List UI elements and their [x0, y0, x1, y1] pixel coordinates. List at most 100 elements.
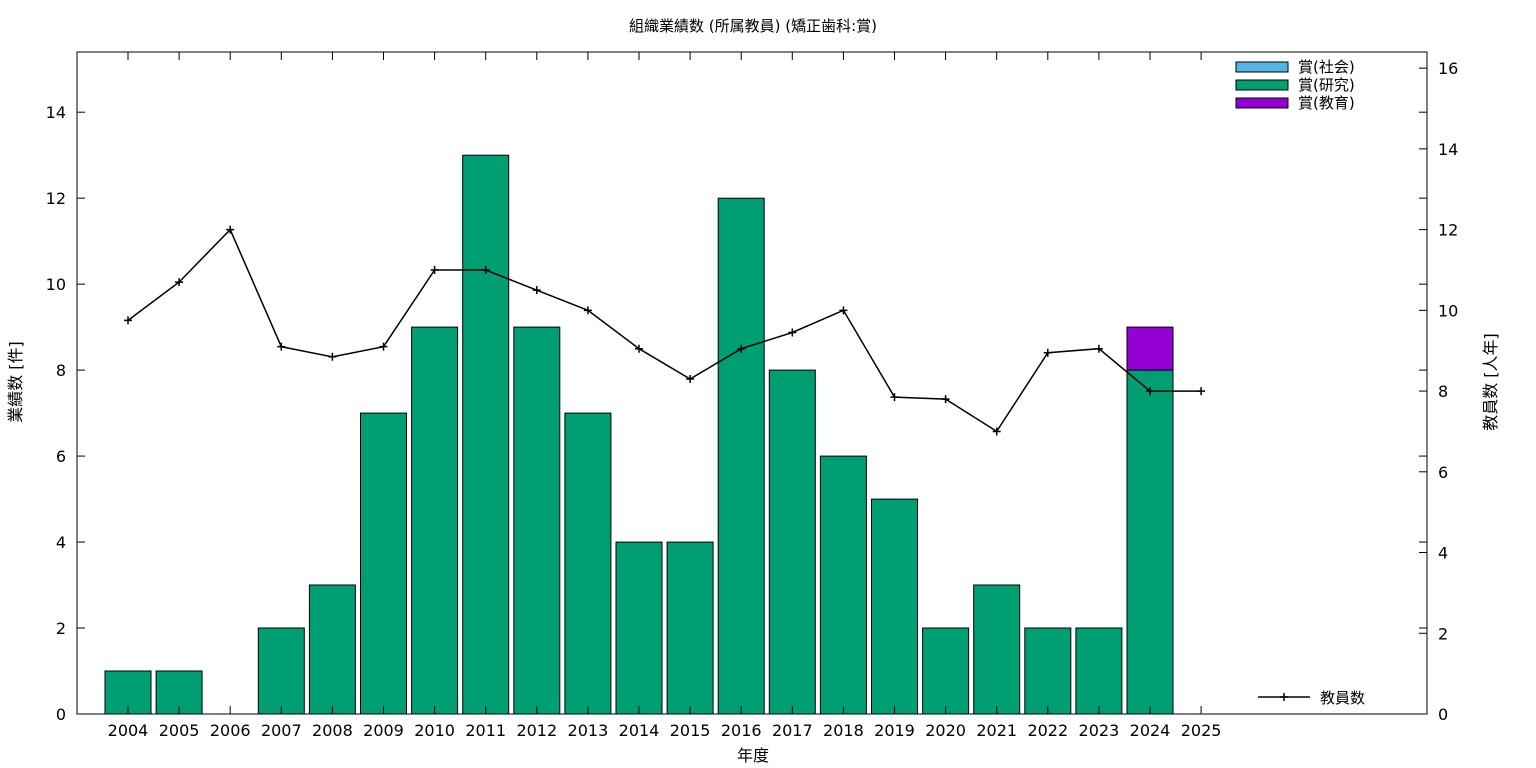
y2-tick-label-4: 4: [1438, 544, 1448, 563]
y2-tick-label-2: 2: [1438, 624, 1448, 643]
legend-label-2: 賞(教育): [1298, 94, 1355, 112]
line-point-2020: [941, 395, 950, 404]
x-tick-label-2007: 2007: [261, 721, 302, 740]
x-tick-label-2019: 2019: [874, 721, 915, 740]
x-axis-label: 年度: [737, 746, 769, 765]
plot-frame: [76, 51, 1428, 715]
line-point-2008: [328, 352, 337, 361]
bar-series1-2019: [871, 498, 918, 715]
line-point-2023: [1094, 344, 1103, 353]
y-tick-label-2: 2: [56, 619, 66, 638]
line-point-2025: [1197, 387, 1206, 396]
chart-title: 組織業績数 (所属教員) (矯正歯科:賞): [629, 17, 877, 35]
y-tick-label-14: 14: [46, 103, 66, 122]
bar-series1-2021: [973, 584, 1021, 715]
line-point-2019: [890, 393, 899, 402]
line-point-2006: [226, 225, 235, 234]
x-tick-label-2005: 2005: [159, 721, 200, 740]
bars-layer: [104, 154, 1174, 715]
legend-line-marker: [1280, 693, 1288, 701]
line-point-2014: [635, 344, 643, 353]
y2-tick-label-12: 12: [1438, 221, 1458, 240]
y2-tick-label-8: 8: [1438, 382, 1448, 401]
x-tick-label-2012: 2012: [516, 721, 557, 740]
legend-label-1: 賞(研究): [1298, 76, 1355, 94]
y-tick-label-8: 8: [56, 361, 66, 380]
x-tick-label-2016: 2016: [721, 721, 762, 740]
line-point-2010: [430, 265, 439, 274]
y-tick-label-0: 0: [56, 705, 66, 724]
bar-series1-2013: [564, 412, 612, 715]
line-point-2005: [175, 278, 184, 287]
line-point-2007: [277, 342, 286, 351]
bar-series1-2023: [1075, 627, 1123, 715]
y-tick-label-4: 4: [56, 533, 66, 552]
x-tick-label-2010: 2010: [414, 721, 455, 740]
y-tick-label-10: 10: [46, 275, 66, 294]
bar-series1-2017: [768, 369, 816, 715]
y2-tick-label-14: 14: [1438, 140, 1458, 159]
bar-series1-2018: [819, 455, 867, 715]
y-axis-left: 0 2 4 6 8 10 12 14: [46, 103, 1427, 724]
x-tick-label-2009: 2009: [363, 721, 404, 740]
line-point-2021: [992, 427, 1001, 436]
line-point-2004: [124, 316, 132, 325]
y2-tick-label-0: 0: [1438, 705, 1448, 724]
x-tick-label-2011: 2011: [465, 721, 506, 740]
legend-swatch-0: [1235, 61, 1289, 73]
line-point-2012: [532, 286, 541, 295]
bar-series2-2024: [1126, 326, 1174, 371]
x-tick-label-2018: 2018: [823, 721, 864, 740]
y2-axis-label: 教員数 [人年]: [1481, 333, 1500, 431]
legend-label-faculty: 教員数: [1320, 689, 1365, 707]
y2-tick-label-6: 6: [1438, 463, 1448, 482]
x-tick-label-2017: 2017: [772, 721, 813, 740]
x-tick-label-2006: 2006: [210, 721, 251, 740]
bar-series1-2011: [462, 154, 510, 715]
x-tick-label-2008: 2008: [312, 721, 353, 740]
x-tick-label-2025: 2025: [1181, 721, 1222, 740]
bar-series1-2009: [360, 412, 407, 715]
line-point-2009: [379, 342, 388, 351]
x-tick-label-2015: 2015: [670, 721, 711, 740]
y-axis-label: 業績数 [件]: [6, 341, 25, 423]
bar-series1-2014: [615, 541, 663, 715]
line-point-2013: [583, 306, 592, 315]
bar-series1-2007: [257, 627, 305, 715]
line-point-2011: [481, 265, 490, 274]
bar-series1-2024: [1126, 369, 1174, 715]
x-tick-label-2023: 2023: [1079, 721, 1120, 740]
legend-swatch-2: [1235, 97, 1289, 109]
x-tick-label-2004: 2004: [108, 721, 149, 740]
y2-tick-label-16: 16: [1438, 59, 1458, 78]
line-point-2017: [788, 328, 797, 337]
x-tick-label-2013: 2013: [568, 721, 609, 740]
legend: 賞(社会)賞(研究)賞(教育) 教員数: [1235, 58, 1365, 707]
bar-series1-2022: [1024, 627, 1072, 715]
bar-series1-2015: [666, 541, 714, 715]
y-axis-right: 0 2 4 6 8 10 12 14 16: [1419, 59, 1458, 724]
x-axis: 2004 2005 2006 2007 2008 2009 2010 2011 2012 2013…: [108, 52, 1222, 740]
x-tick-label-2021: 2021: [976, 721, 1017, 740]
x-tick-label-2014: 2014: [619, 721, 660, 740]
legend-swatch-1: [1235, 79, 1289, 91]
bar-series1-2016: [717, 197, 765, 715]
line-point-2024: [1146, 387, 1154, 396]
y2-tick-label-10: 10: [1438, 301, 1458, 320]
bar-series1-2012: [513, 326, 561, 715]
x-tick-label-2020: 2020: [925, 721, 966, 740]
y-tick-label-6: 6: [56, 447, 66, 466]
legend-label-0: 賞(社会): [1298, 58, 1355, 76]
line-point-2016: [737, 344, 746, 353]
line-faculty-count: [127, 228, 1202, 433]
bar-series1-2020: [922, 627, 970, 715]
bar-series1-2010: [411, 326, 459, 715]
line-point-2022: [1043, 348, 1052, 357]
bar-series1-2008: [308, 584, 356, 715]
line-layer: [124, 225, 1206, 436]
line-point-2018: [839, 306, 848, 315]
y-tick-label-12: 12: [46, 189, 66, 208]
x-tick-label-2022: 2022: [1027, 721, 1068, 740]
x-tick-label-2024: 2024: [1130, 721, 1171, 740]
